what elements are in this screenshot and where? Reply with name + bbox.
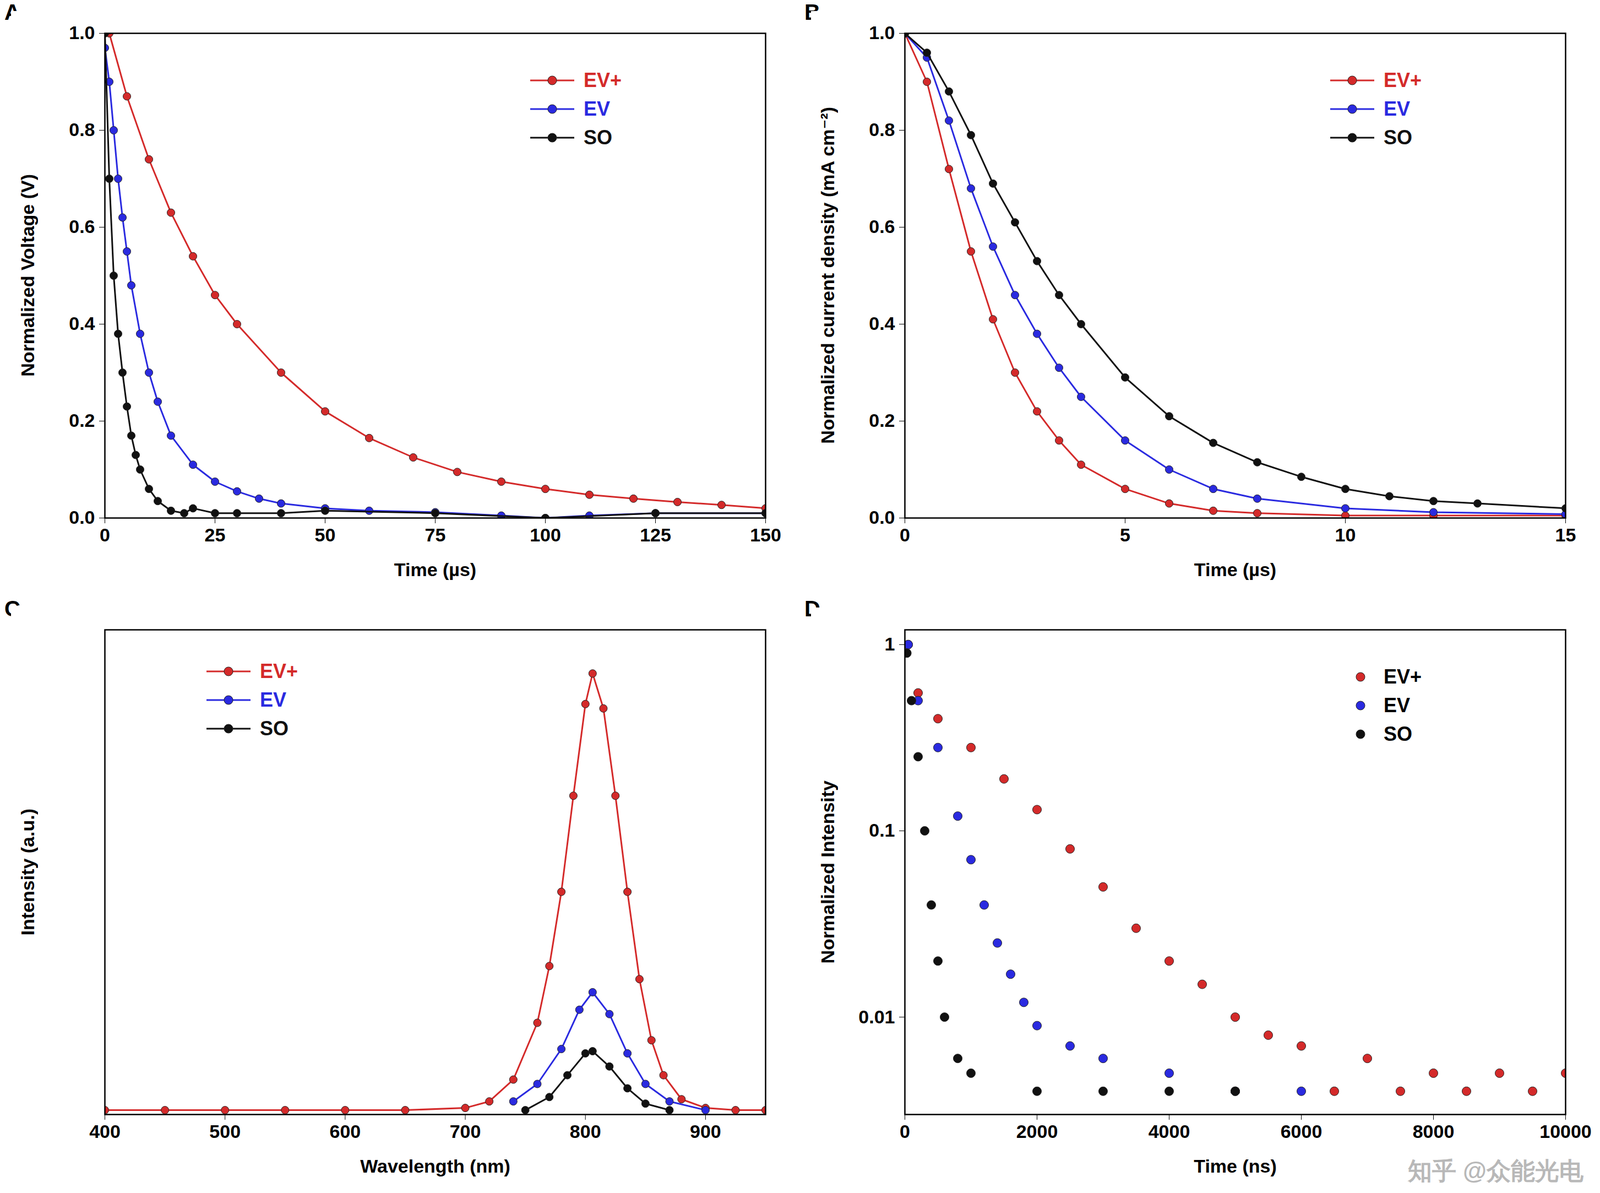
svg-text:1: 1 xyxy=(884,633,896,655)
html-text:SO: SO xyxy=(583,126,613,149)
svg-text:125: 125 xyxy=(639,524,672,546)
svg-text:0: 0 xyxy=(899,524,911,546)
html-text:EV: EV xyxy=(259,688,287,711)
svg-text:700: 700 xyxy=(449,1120,482,1142)
svg-text:Time (ns): Time (ns) xyxy=(1193,1155,1277,1177)
svg-text:1.0: 1.0 xyxy=(868,22,895,43)
svg-text:0.4: 0.4 xyxy=(68,312,95,334)
svg-text:0.6: 0.6 xyxy=(868,215,895,237)
svg-text:800: 800 xyxy=(569,1120,602,1142)
html-text:D: D xyxy=(804,596,821,621)
svg-text:0.0: 0.0 xyxy=(868,506,895,528)
html-text:EV: EV xyxy=(1383,693,1411,717)
html-text:Normalized current density (mA: Normalized current density (mA cm⁻²) xyxy=(817,106,838,444)
html-text:Intensity (a.u.): Intensity (a.u.) xyxy=(16,808,38,936)
svg-text:0: 0 xyxy=(899,1120,911,1142)
svg-text:Wavelength (nm): Wavelength (nm) xyxy=(360,1155,511,1177)
html-text:EV+: EV+ xyxy=(259,659,298,683)
html-text:EV+: EV+ xyxy=(1383,665,1422,688)
svg-text:5: 5 xyxy=(1119,524,1131,546)
svg-text:0.0: 0.0 xyxy=(68,506,95,528)
svg-text:75: 75 xyxy=(425,524,446,546)
svg-text:150: 150 xyxy=(749,524,782,546)
svg-text:100: 100 xyxy=(529,524,562,546)
svg-text:1.0: 1.0 xyxy=(68,22,95,43)
html-text:知乎 @众能光电: 知乎 @众能光电 xyxy=(1407,1156,1584,1184)
svg-text:0.8: 0.8 xyxy=(868,118,895,140)
svg-text:500: 500 xyxy=(209,1120,241,1142)
html-text:SO: SO xyxy=(259,716,289,740)
svg-text:15: 15 xyxy=(1555,524,1577,546)
html-text:EV+: EV+ xyxy=(583,68,622,92)
svg-text:600: 600 xyxy=(329,1120,361,1142)
svg-text:900: 900 xyxy=(689,1120,722,1142)
svg-text:Time (µs): Time (µs) xyxy=(394,558,477,580)
svg-text:0.2: 0.2 xyxy=(868,409,895,431)
svg-text:2000: 2000 xyxy=(1016,1120,1059,1142)
svg-text:8000: 8000 xyxy=(1412,1120,1455,1142)
svg-text:6000: 6000 xyxy=(1280,1120,1323,1142)
svg-text:4000: 4000 xyxy=(1148,1120,1191,1142)
svg-text:25: 25 xyxy=(204,524,226,546)
svg-text:10: 10 xyxy=(1335,524,1357,546)
html-text:C: C xyxy=(4,596,21,621)
html-text:EV: EV xyxy=(583,97,611,121)
html-text:SO: SO xyxy=(1383,722,1413,745)
html-text:SO: SO xyxy=(1383,126,1413,149)
html-text:A: A xyxy=(4,0,21,25)
svg-text:10000: 10000 xyxy=(1539,1120,1592,1142)
svg-text:0.8: 0.8 xyxy=(68,118,95,140)
svg-text:Time (µs): Time (µs) xyxy=(1194,558,1277,580)
html-text:EV: EV xyxy=(1383,97,1411,121)
svg-text:0.1: 0.1 xyxy=(868,819,895,841)
svg-text:0.2: 0.2 xyxy=(68,409,95,431)
svg-text:400: 400 xyxy=(89,1120,121,1142)
html-text:EV+: EV+ xyxy=(1383,68,1422,92)
svg-text:50: 50 xyxy=(314,524,336,546)
html-text:B: B xyxy=(804,0,821,25)
svg-text:0.6: 0.6 xyxy=(68,215,95,237)
svg-text:0.4: 0.4 xyxy=(868,312,895,334)
html-text:Normalized Voltage (V): Normalized Voltage (V) xyxy=(16,174,38,377)
html-text:Normalized Intensity: Normalized Intensity xyxy=(816,780,838,964)
svg-text:0.01: 0.01 xyxy=(858,1005,895,1027)
svg-text:0: 0 xyxy=(99,524,111,546)
